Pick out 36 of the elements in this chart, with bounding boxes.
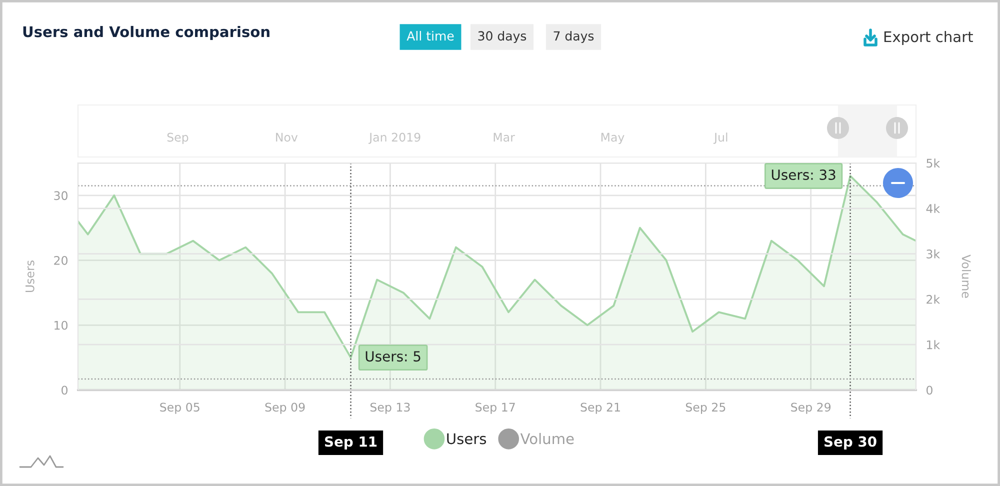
text: Mar — [494, 132, 515, 142]
y2-tick-label: 1k — [927, 340, 940, 350]
y-tick-label: 30 — [54, 191, 68, 200]
x-tick-label: Sep 25 — [686, 402, 726, 414]
y2-tick-label: 4k — [926, 204, 940, 213]
text: Jul — [713, 132, 728, 144]
y2-tick-label: 5k — [926, 158, 940, 168]
text: Export chart — [884, 30, 973, 46]
text: All time — [406, 30, 454, 41]
y-tick-label: 10 — [54, 320, 68, 330]
ref-line-label: Sep 11 — [324, 436, 377, 450]
text: 7 days — [554, 30, 594, 44]
y2-tick-label: 2k — [926, 294, 940, 304]
text: May — [601, 132, 624, 144]
x-tick-label: Sep 13 — [370, 402, 410, 414]
legend-label: Users — [447, 433, 486, 444]
y2-tick-label: 0 — [926, 386, 932, 395]
x-tick-label: Sep 05 — [160, 402, 200, 414]
y2-axis-title: Volume — [962, 254, 971, 298]
text: Sep — [167, 132, 188, 144]
chart-title: Users and Volume comparison — [23, 26, 270, 40]
x-tick-label: Sep 17 — [476, 402, 515, 414]
annotation: Users: 5 — [366, 351, 420, 362]
y-tick-label: 0 — [62, 386, 68, 395]
text: Nov — [276, 132, 298, 142]
x-tick-label: Sep 29 — [791, 402, 831, 414]
y-axis-title: Users — [26, 260, 34, 292]
y-tick-label: 20 — [54, 256, 68, 265]
legend-label: Volume — [520, 432, 574, 444]
x-tick-label: Sep 21 — [580, 402, 620, 414]
ref-line-label: Sep 30 — [824, 436, 876, 450]
text: Jan 2019 — [368, 132, 420, 144]
y2-tick-label: 3k — [926, 249, 940, 258]
text: 30 days — [478, 30, 526, 44]
x-tick-label: Sep 09 — [265, 402, 305, 414]
annotation: Users: 33 — [772, 169, 836, 180]
